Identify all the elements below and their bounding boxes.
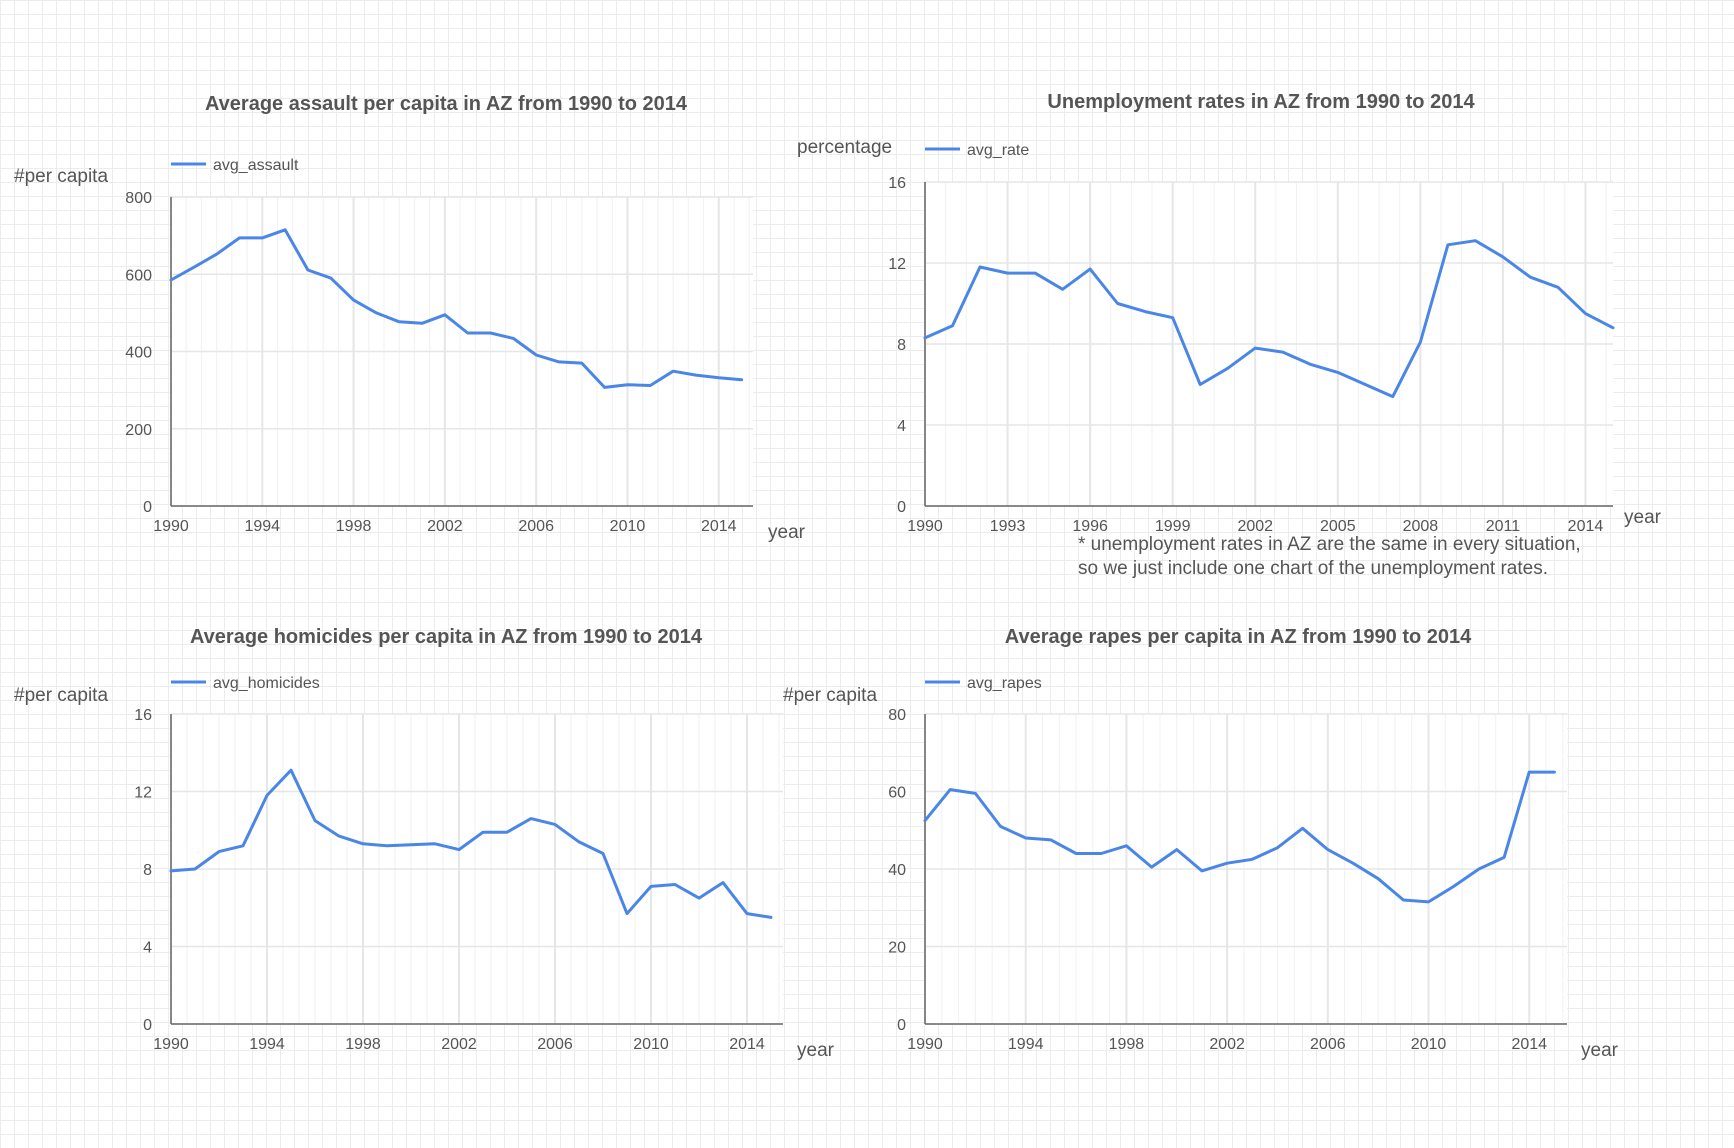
- y-tick-label: 8: [897, 337, 906, 354]
- x-tick-label: 1990: [907, 1036, 943, 1053]
- y-tick-label: 16: [134, 707, 152, 724]
- legend-label: avg_rate: [967, 142, 1029, 159]
- x-tick-label: 2002: [427, 518, 463, 535]
- y-tick-label: 600: [125, 267, 152, 284]
- y-tick-label: 12: [888, 256, 906, 273]
- legend-label: avg_assault: [213, 157, 299, 174]
- chart-4: 1990 1994 1998 2002 2006 2010 2014 0 20 40 60 80 Ave…: [783, 626, 1619, 1061]
- x-tick-label: 1996: [1072, 518, 1108, 535]
- x-tick-label: 1990: [907, 518, 943, 535]
- x-axis-label: year: [768, 522, 806, 543]
- series-line-avg_assault: [169, 228, 744, 389]
- y-tick-label: 16: [888, 175, 906, 192]
- note-line-2: so we just include one chart of the unem…: [1078, 558, 1548, 579]
- x-tick-label: 2008: [1403, 518, 1439, 535]
- chart-title: Unemployment rates in AZ from 1990 to 20…: [1047, 91, 1475, 113]
- x-tick-label: 1994: [244, 518, 280, 535]
- x-tick-label: 2002: [1209, 1036, 1245, 1053]
- x-tick-label: 1994: [249, 1036, 285, 1053]
- unemployment-note: * unemployment rates in AZ are the same …: [1078, 533, 1581, 581]
- x-tick-label: 1990: [153, 518, 189, 535]
- chart-title: Average assault per capita in AZ from 19…: [205, 93, 688, 115]
- y-tick-label: 0: [897, 499, 906, 516]
- y-axis-label: #per capita: [783, 685, 877, 706]
- chart-1: 1990 1994 1998 2002 2006 2010 2014 0 200 400 600 80…: [14, 93, 806, 543]
- chart-2: 1990 1993 1996 1999 2002 2005 2008 2011 2014 0 4 8 1…: [797, 91, 1662, 535]
- x-axis-label: year: [1624, 507, 1662, 528]
- y-tick-label: 400: [125, 345, 152, 362]
- y-tick-label: 60: [888, 785, 906, 802]
- y-axis-label: #per capita: [14, 166, 108, 187]
- chart-3: 1990 1994 1998 2002 2006 2010 2014 0 4 8 12 16 Avera…: [14, 626, 835, 1061]
- legend-label: avg_rapes: [967, 675, 1042, 692]
- y-tick-label: 0: [897, 1017, 906, 1034]
- chart-title: Average rapes per capita in AZ from 1990…: [1005, 626, 1472, 648]
- x-tick-label: 1998: [345, 1036, 381, 1053]
- x-tick-label: 2005: [1320, 518, 1356, 535]
- legend: avg_rate: [925, 142, 1029, 159]
- x-tick-label: 2010: [610, 518, 646, 535]
- x-tick-label: 1998: [336, 518, 372, 535]
- x-tick-label: 2011: [1486, 518, 1521, 535]
- legend: avg_rapes: [925, 675, 1042, 692]
- x-tick-label: 1993: [990, 518, 1026, 535]
- x-tick-label: 1990: [153, 1036, 189, 1053]
- x-tick-label: 1999: [1155, 518, 1191, 535]
- y-tick-label: 8: [143, 862, 152, 879]
- y-tick-label: 40: [888, 862, 906, 879]
- x-tick-label: 2014: [1511, 1036, 1547, 1053]
- series-line-avg_homicides: [169, 768, 773, 919]
- y-tick-label: 20: [888, 940, 906, 957]
- x-tick-label: 2002: [1237, 518, 1273, 535]
- x-tick-label: 2006: [537, 1036, 573, 1053]
- x-tick-label: 2006: [518, 518, 554, 535]
- y-tick-label: 200: [125, 422, 152, 439]
- y-tick-label: 4: [897, 418, 906, 435]
- note-line-1: * unemployment rates in AZ are the same …: [1078, 534, 1581, 555]
- y-tick-label: 0: [143, 499, 152, 516]
- y-axis-label: percentage: [797, 137, 892, 158]
- x-axis-label: year: [1581, 1040, 1619, 1061]
- x-tick-label: 2010: [1411, 1036, 1447, 1053]
- y-tick-label: 12: [134, 785, 152, 802]
- y-tick-label: 800: [125, 190, 152, 207]
- y-tick-label: 4: [143, 940, 152, 957]
- y-tick-label: 80: [888, 707, 906, 724]
- y-axis-label: #per capita: [14, 685, 108, 706]
- legend: avg_homicides: [171, 675, 320, 692]
- legend-label: avg_homicides: [213, 675, 320, 692]
- x-axis-label: year: [797, 1040, 835, 1061]
- x-tick-label: 2014: [701, 518, 737, 535]
- x-tick-label: 2002: [441, 1036, 477, 1053]
- y-tick-label: 0: [143, 1017, 152, 1034]
- legend: avg_assault: [171, 157, 299, 174]
- x-tick-label: 2014: [729, 1036, 765, 1053]
- x-tick-label: 2010: [633, 1036, 669, 1053]
- series-line-avg_rapes: [923, 770, 1556, 904]
- series-line-avg_rate: [923, 239, 1615, 399]
- x-tick-label: 1998: [1109, 1036, 1145, 1053]
- x-tick-label: 1994: [1008, 1036, 1044, 1053]
- x-tick-label: 2014: [1568, 518, 1604, 535]
- x-tick-label: 2006: [1310, 1036, 1346, 1053]
- chart-title: Average homicides per capita in AZ from …: [190, 626, 703, 648]
